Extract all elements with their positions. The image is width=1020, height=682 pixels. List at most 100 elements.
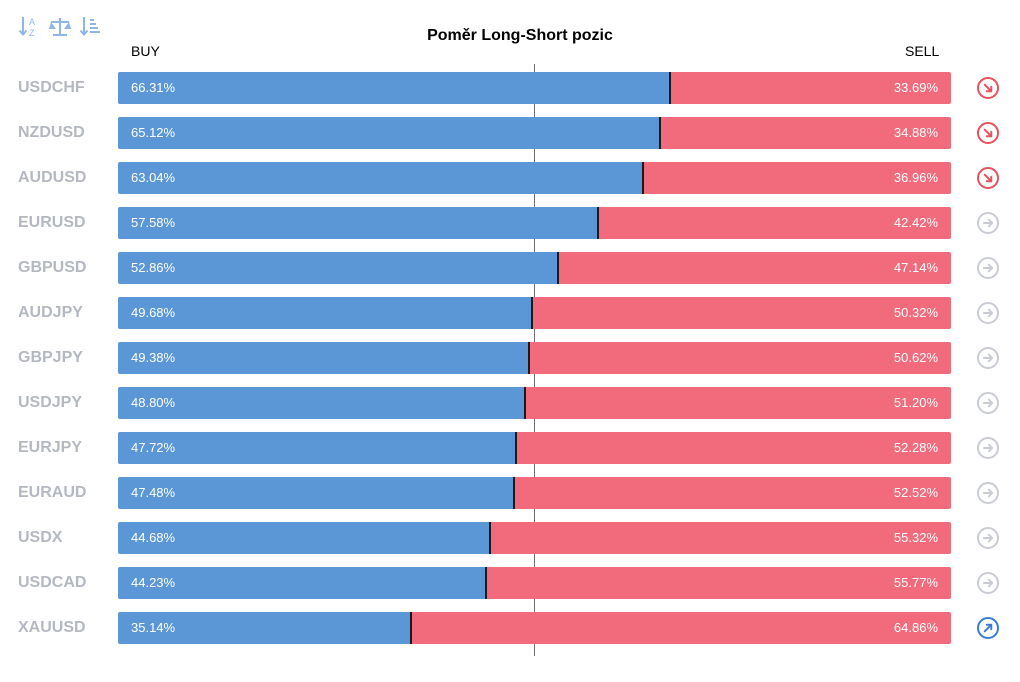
- chart-row: USDCAD 44.23% 55.77%: [0, 567, 1020, 599]
- buy-bar: [118, 522, 491, 554]
- split-marker: [557, 252, 560, 284]
- buy-value-label: 63.04%: [131, 170, 176, 185]
- symbol-label[interactable]: USDCAD: [18, 574, 87, 591]
- buy-bar: [118, 612, 411, 644]
- sell-value-label: 36.96%: [893, 170, 938, 185]
- sell-header: SELL: [905, 43, 940, 59]
- buy-value-label: 47.48%: [131, 485, 176, 500]
- sell-value-label: 52.52%: [893, 485, 938, 500]
- sell-value-label: 47.14%: [893, 260, 938, 275]
- buy-value-label: 48.80%: [131, 395, 176, 410]
- split-marker: [523, 387, 526, 419]
- buy-header: BUY: [131, 43, 160, 59]
- trend-down-icon[interactable]: [977, 122, 999, 144]
- svg-text:A: A: [29, 17, 35, 27]
- toolbar: A Z: [18, 14, 102, 40]
- trend-neutral-icon[interactable]: [977, 482, 999, 504]
- chart-row: EURJPY 47.72% 52.28%: [0, 432, 1020, 464]
- symbol-label[interactable]: GBPUSD: [18, 259, 87, 276]
- symbol-label[interactable]: EURAUD: [18, 484, 87, 501]
- buy-bar: [118, 297, 532, 329]
- sort-alpha-icon[interactable]: A Z: [18, 14, 40, 40]
- trend-up-icon[interactable]: [977, 617, 999, 639]
- sell-value-label: 64.86%: [893, 620, 938, 635]
- chart-row: AUDJPY 49.68% 50.32%: [0, 297, 1020, 329]
- sell-value-label: 42.42%: [893, 215, 938, 230]
- symbol-label[interactable]: AUDJPY: [18, 304, 83, 321]
- trend-neutral-icon[interactable]: [977, 302, 999, 324]
- sell-bar: [410, 612, 951, 644]
- buy-bar: [118, 207, 598, 239]
- sell-value-label: 34.88%: [893, 125, 938, 140]
- chart-row: XAUUSD 35.14% 64.86%: [0, 612, 1020, 644]
- symbol-label[interactable]: GBPJPY: [18, 349, 83, 366]
- symbol-label[interactable]: USDJPY: [18, 394, 83, 411]
- buy-bar: [118, 477, 514, 509]
- buy-bar: [118, 162, 644, 194]
- chart-row: USDCHF 66.31% 33.69%: [0, 72, 1020, 104]
- symbol-label[interactable]: EURUSD: [18, 214, 86, 231]
- buy-bar: [118, 252, 559, 284]
- split-marker: [485, 567, 488, 599]
- chart-row: USDX 44.68% 55.32%: [0, 522, 1020, 554]
- chart-row: EURUSD 57.58% 42.42%: [0, 207, 1020, 239]
- sell-bar: [531, 297, 951, 329]
- sell-bar: [524, 387, 951, 419]
- buy-value-label: 57.58%: [131, 215, 176, 230]
- trend-neutral-icon[interactable]: [977, 257, 999, 279]
- trend-down-icon[interactable]: [977, 77, 999, 99]
- trend-down-icon[interactable]: [977, 167, 999, 189]
- sell-value-label: 50.32%: [893, 305, 938, 320]
- balance-scale-icon[interactable]: [49, 14, 71, 40]
- split-marker: [642, 162, 645, 194]
- sell-value-label: 52.28%: [893, 440, 938, 455]
- buy-value-label: 35.14%: [131, 620, 176, 635]
- buy-value-label: 49.68%: [131, 305, 176, 320]
- sell-bar: [660, 117, 951, 149]
- sell-bar: [515, 432, 951, 464]
- split-marker: [528, 342, 531, 374]
- trend-neutral-icon[interactable]: [977, 347, 999, 369]
- sell-bar: [490, 522, 951, 554]
- trend-neutral-icon[interactable]: [977, 572, 999, 594]
- sell-value-label: 55.77%: [893, 575, 938, 590]
- chart-row: GBPJPY 49.38% 50.62%: [0, 342, 1020, 374]
- trend-neutral-icon[interactable]: [977, 437, 999, 459]
- sell-value-label: 50.62%: [893, 350, 938, 365]
- symbol-label[interactable]: AUDUSD: [18, 169, 87, 186]
- buy-value-label: 49.38%: [131, 350, 176, 365]
- chart-row: USDJPY 48.80% 51.20%: [0, 387, 1020, 419]
- sell-bar: [597, 207, 951, 239]
- trend-neutral-icon[interactable]: [977, 392, 999, 414]
- chart-row: NZDUSD 65.12% 34.88%: [0, 117, 1020, 149]
- buy-bar: [118, 567, 487, 599]
- buy-bar: [118, 387, 525, 419]
- split-marker: [409, 612, 412, 644]
- chart-title: Poměr Long-Short pozic: [427, 27, 613, 44]
- symbol-label[interactable]: USDCHF: [18, 79, 85, 96]
- symbol-label[interactable]: EURJPY: [18, 439, 83, 456]
- buy-bar: [118, 432, 516, 464]
- sell-bar: [513, 477, 951, 509]
- symbol-label[interactable]: NZDUSD: [18, 124, 85, 141]
- sell-value-label: 51.20%: [893, 395, 938, 410]
- trend-neutral-icon[interactable]: [977, 212, 999, 234]
- split-marker: [669, 72, 672, 104]
- sell-value-label: 55.32%: [893, 530, 938, 545]
- chart-row: GBPUSD 52.86% 47.14%: [0, 252, 1020, 284]
- sell-bar: [643, 162, 951, 194]
- buy-value-label: 65.12%: [131, 125, 176, 140]
- buy-value-label: 47.72%: [131, 440, 176, 455]
- sort-list-icon[interactable]: [80, 14, 102, 40]
- symbol-label[interactable]: XAUUSD: [18, 619, 86, 636]
- chart-row: AUDUSD 63.04% 36.96%: [0, 162, 1020, 194]
- sell-bar: [486, 567, 951, 599]
- buy-bar: [118, 342, 530, 374]
- trend-neutral-icon[interactable]: [977, 527, 999, 549]
- svg-text:Z: Z: [29, 28, 35, 38]
- symbol-label[interactable]: USDX: [18, 529, 63, 546]
- buy-value-label: 52.86%: [131, 260, 176, 275]
- buy-bar: [118, 117, 661, 149]
- split-marker: [530, 297, 533, 329]
